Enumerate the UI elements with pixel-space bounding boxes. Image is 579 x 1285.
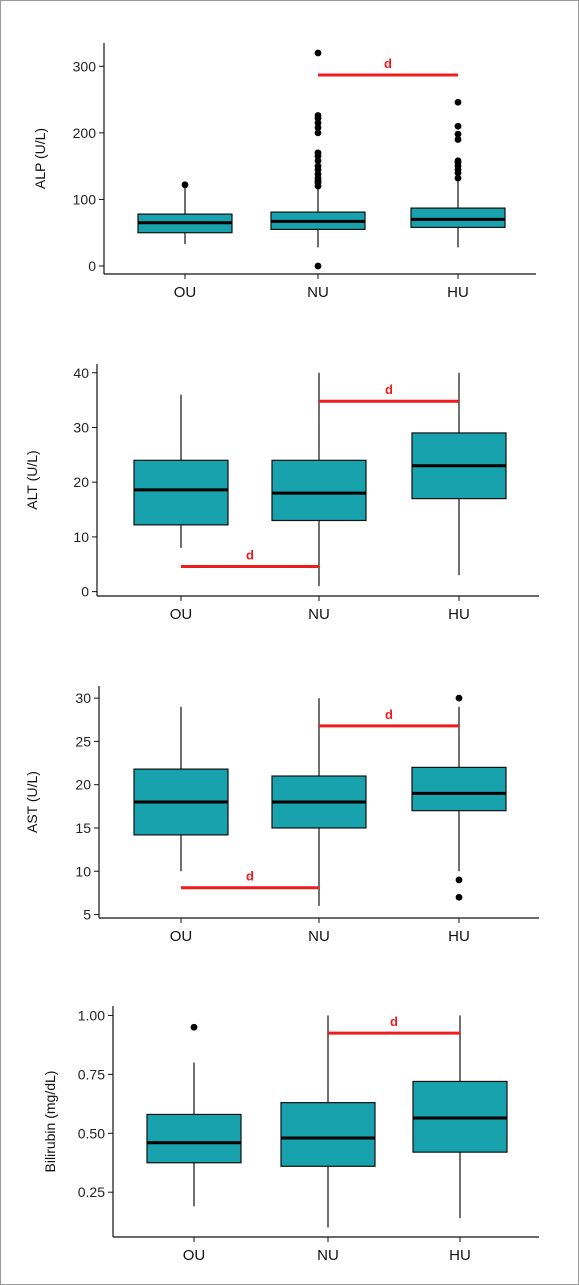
y-tick-label: 200	[73, 125, 97, 141]
y-tick-label: 10	[75, 863, 91, 879]
box-HU	[411, 694, 507, 901]
significance-label: d	[385, 382, 393, 397]
x-tick-label: OU	[170, 606, 193, 623]
x-tick-label: HU	[448, 606, 470, 623]
outlier-point	[181, 181, 189, 189]
box-NU	[280, 1015, 376, 1228]
outlier-point	[190, 1023, 198, 1031]
outlier-point	[314, 157, 322, 165]
y-tick-label: 15	[75, 820, 91, 836]
x-tick-label: NU	[308, 928, 330, 945]
iqr-box	[411, 766, 507, 812]
outlier-point	[454, 98, 462, 106]
y-axis-label: ALT (U/L)	[24, 450, 40, 509]
y-tick-label: 0	[81, 584, 89, 600]
box-HU	[410, 98, 506, 248]
box-HU	[411, 372, 507, 576]
outlier-point	[314, 129, 322, 137]
iqr-box	[280, 1102, 376, 1167]
outlier-point	[314, 262, 322, 270]
outlier-point	[314, 162, 322, 170]
outlier-point	[314, 149, 322, 157]
box-NU	[271, 372, 367, 587]
outlier-point	[455, 694, 463, 702]
box-OU	[146, 1023, 242, 1207]
box-OU	[137, 181, 233, 245]
box-NU	[270, 49, 366, 270]
significance-label: d	[246, 547, 254, 562]
outlier-point	[314, 112, 322, 119]
y-tick-label: 25	[75, 733, 91, 749]
y-axis-label: AST (U/L)	[24, 771, 40, 833]
box-HU	[412, 1015, 508, 1219]
y-tick-label: 0.25	[78, 1184, 105, 1200]
outlier-point	[314, 124, 322, 131]
box-OU	[133, 394, 229, 548]
x-tick-label: HU	[449, 1247, 471, 1264]
y-tick-label: 30	[73, 419, 89, 435]
y-axis-label: ALP (U/L)	[32, 128, 48, 189]
y-tick-label: 10	[73, 529, 89, 545]
outlier-point	[455, 893, 463, 901]
y-tick-label: 0.75	[78, 1066, 105, 1082]
chart-panel-4: 0.25 0.50 0.75 1.00 OU NU HU Bilirubin (mg/dL) d	[42, 1006, 539, 1264]
significance-label: d	[385, 707, 393, 722]
x-tick-label: NU	[308, 606, 330, 623]
outlier-point	[314, 119, 322, 127]
x-tick-label: NU	[317, 1247, 339, 1264]
iqr-box	[271, 459, 367, 522]
iqr-box	[146, 1113, 242, 1164]
y-tick-label: 5	[83, 907, 91, 923]
x-tick-label: OU	[170, 928, 193, 945]
chart-panel-2: 0 10 20 30 40 OU NU HU ALT (U/L) d d	[24, 364, 539, 623]
x-tick-label: HU	[448, 928, 470, 945]
x-tick-label: OU	[183, 1247, 206, 1264]
y-tick-label: 20	[73, 474, 89, 490]
box-NU	[271, 698, 367, 906]
y-tick-label: 1.00	[78, 1007, 105, 1023]
outlier-point	[454, 136, 462, 143]
significance-label: d	[246, 869, 254, 884]
significance-label: d	[384, 56, 392, 71]
outlier-point	[314, 170, 322, 178]
significance-label: d	[390, 1014, 398, 1029]
outlier-point	[454, 157, 462, 165]
x-tick-label: HU	[447, 284, 469, 301]
x-tick-label: NU	[307, 284, 329, 301]
y-tick-label: 0.50	[78, 1125, 105, 1141]
y-tick-label: 20	[75, 777, 91, 793]
outlier-point	[454, 174, 462, 182]
chart-panel-1: 0 100 200 300 OU NU HU ALP (U/L) d	[32, 43, 536, 301]
iqr-box	[133, 459, 229, 526]
y-tick-label: 0	[88, 258, 96, 274]
outlier-point	[454, 130, 462, 138]
chart-panel-3: 5 10 15 20 25 30 OU NU HU AST (U/L) d d	[24, 686, 539, 945]
outlier-point	[454, 122, 462, 130]
outlier-point	[314, 49, 322, 57]
iqr-box	[410, 207, 506, 229]
y-tick-label: 40	[73, 365, 89, 381]
y-axis-label: Bilirubin (mg/dL)	[42, 1071, 58, 1173]
x-tick-label: OU	[174, 284, 197, 301]
y-tick-label: 100	[73, 191, 97, 207]
y-tick-label: 300	[73, 58, 97, 74]
box-OU	[133, 706, 229, 872]
outlier-point	[455, 876, 463, 884]
y-tick-label: 30	[75, 690, 91, 706]
